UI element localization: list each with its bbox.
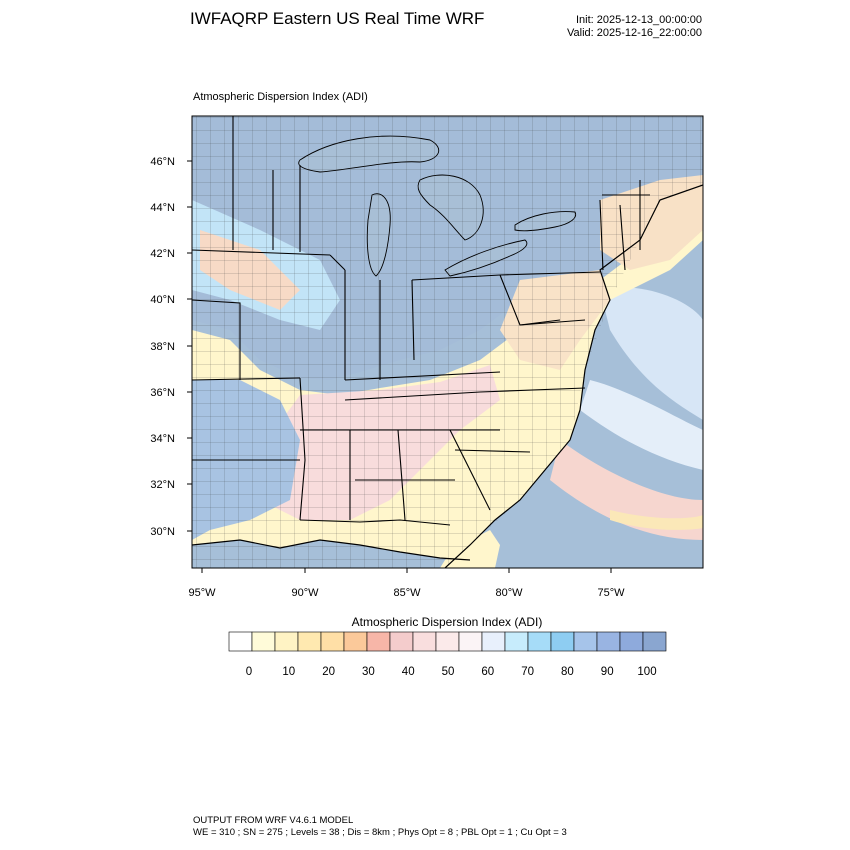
legend-swatch <box>527 631 552 652</box>
legend-swatch <box>550 631 575 652</box>
legend-swatch <box>297 631 322 652</box>
legend-swatch <box>343 631 368 652</box>
legend-swatch <box>274 631 299 652</box>
map-body <box>192 116 703 568</box>
ocean-band-light <box>580 380 703 470</box>
init-time: Init: 2025-12-13_00:00:00 <box>576 14 702 26</box>
legend-swatch <box>481 631 506 652</box>
lat-label: 32°N <box>150 479 175 491</box>
map-frame <box>191 115 704 569</box>
legend-swatch <box>504 631 529 652</box>
lon-label: 90°W <box>291 587 319 599</box>
legend-title: Atmospheric Dispersion Index (ADI) <box>352 615 543 629</box>
coastlines <box>192 184 703 568</box>
lat-label: 46°N <box>150 156 175 168</box>
lat-label: 30°N <box>150 526 175 538</box>
lon-label: 95°W <box>188 587 216 599</box>
legend-tick-label: 30 <box>362 666 375 678</box>
valid-time: Valid: 2025-12-16_22:00:00 <box>567 27 702 39</box>
lat-label: 34°N <box>150 433 175 445</box>
footer-model: OUTPUT FROM WRF V4.6.1 MODEL <box>193 815 354 826</box>
legend-tick-label: 20 <box>322 666 335 678</box>
legend-tick-label: 50 <box>442 666 455 678</box>
legend-swatch <box>573 631 598 652</box>
legend-tick-label: 70 <box>521 666 534 678</box>
legend-swatch <box>619 631 644 652</box>
lon-label: 80°W <box>495 587 523 599</box>
footer-config: WE = 310 ; SN = 275 ; Levels = 38 ; Dis … <box>193 827 567 838</box>
lat-label: 44°N <box>150 202 175 214</box>
page-title: IWFAQRP Eastern US Real Time WRF <box>190 9 485 28</box>
ocean-band-east <box>600 287 703 420</box>
legend-tick-labels: 0 10 20 30 40 50 60 70 80 90 100 <box>246 666 657 678</box>
legend-swatch <box>412 631 437 652</box>
legend-colorbar <box>228 631 667 652</box>
legend-tick-label: 60 <box>481 666 494 678</box>
legend-tick-label: 100 <box>637 666 656 678</box>
legend-tick-label: 40 <box>402 666 415 678</box>
state-borders <box>192 116 650 526</box>
legend-swatch <box>228 631 253 652</box>
legend-swatch <box>458 631 483 652</box>
ocean-band-warm <box>550 440 703 540</box>
legend-tick-label: 80 <box>561 666 574 678</box>
lon-label: 85°W <box>393 587 421 599</box>
legend-swatch <box>435 631 460 652</box>
legend-swatch <box>251 631 276 652</box>
legend-swatch <box>366 631 391 652</box>
lat-label: 42°N <box>150 248 175 260</box>
ocean-band-warm2 <box>610 510 703 530</box>
longitude-axis: 95°W 90°W 85°W 80°W 75°W <box>188 568 625 599</box>
plot-title: Atmospheric Dispersion Index (ADI) <box>193 91 368 103</box>
county-lines <box>192 116 703 568</box>
lat-label: 38°N <box>150 341 175 353</box>
legend-tick-label: 10 <box>282 666 295 678</box>
legend-tick-label: 90 <box>601 666 614 678</box>
legend-swatch <box>596 631 621 652</box>
lat-label: 40°N <box>150 294 175 306</box>
legend-swatch <box>642 631 667 652</box>
legend-swatch <box>320 631 345 652</box>
lon-label: 75°W <box>597 587 625 599</box>
legend-tick-label: 0 <box>246 666 252 678</box>
legend-swatch <box>389 631 414 652</box>
latitude-axis: 46°N 44°N 42°N 40°N 38°N 36°N 34°N 32°N 30°N <box>150 156 192 538</box>
lat-label: 36°N <box>150 387 175 399</box>
